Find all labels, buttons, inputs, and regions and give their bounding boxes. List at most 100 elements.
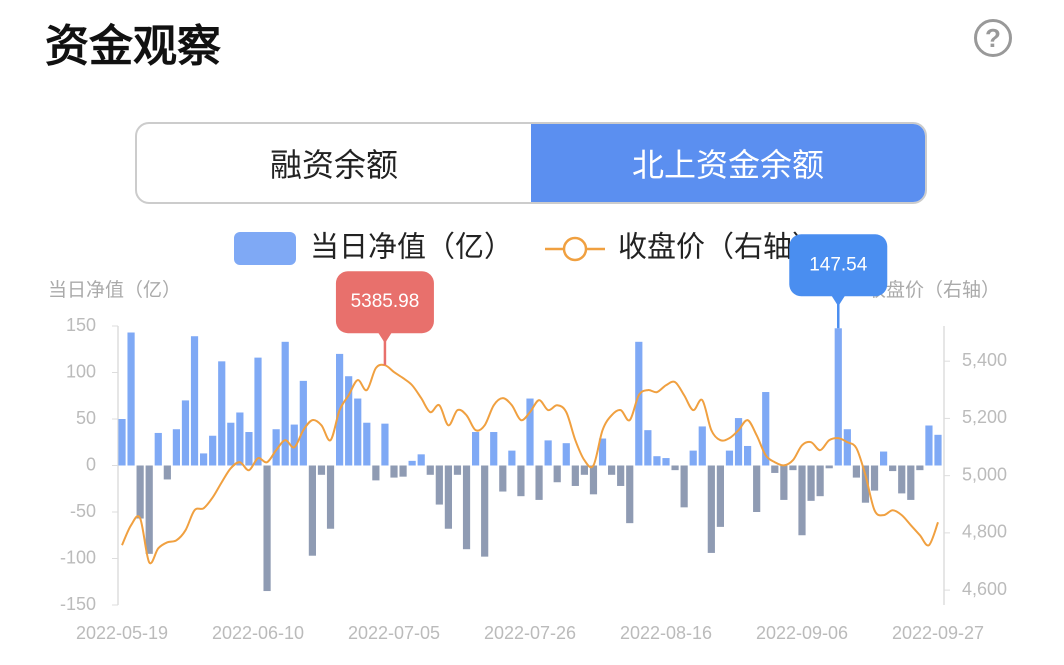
bar bbox=[834, 328, 842, 466]
y-tick-label: -50 bbox=[70, 501, 96, 521]
bar bbox=[163, 465, 171, 480]
x-tick-label: 2022-07-05 bbox=[348, 623, 440, 643]
bar bbox=[236, 412, 244, 466]
bar bbox=[617, 465, 625, 486]
bar bbox=[345, 376, 353, 466]
help-button[interactable]: ? bbox=[974, 19, 1012, 57]
bar bbox=[399, 465, 407, 477]
bar bbox=[825, 465, 833, 469]
bar bbox=[462, 465, 471, 550]
tooltip-label: 5385.98 bbox=[351, 291, 420, 312]
bar bbox=[852, 465, 860, 478]
bar bbox=[209, 435, 217, 466]
bar bbox=[136, 465, 144, 519]
tooltip-arrow bbox=[377, 332, 392, 344]
y-tick-label: -150 bbox=[60, 594, 96, 614]
tab[interactable]: 融资余额 bbox=[269, 147, 398, 183]
bar bbox=[326, 465, 335, 529]
bar bbox=[490, 432, 498, 466]
bar bbox=[426, 465, 434, 475]
bar bbox=[698, 426, 706, 466]
bar bbox=[272, 429, 280, 466]
bar bbox=[481, 465, 489, 557]
bar bbox=[390, 465, 398, 478]
bar bbox=[417, 454, 425, 466]
bar bbox=[807, 465, 815, 501]
bar bbox=[580, 465, 588, 475]
bar bbox=[644, 430, 652, 466]
bar bbox=[843, 429, 851, 466]
bar bbox=[589, 465, 598, 495]
bar bbox=[154, 432, 162, 466]
bar bbox=[562, 443, 570, 466]
legend-swatch bbox=[234, 232, 296, 265]
bar bbox=[453, 465, 462, 475]
bar bbox=[190, 336, 199, 466]
bar bbox=[598, 438, 607, 466]
bar bbox=[744, 445, 752, 466]
tooltip: 147.54 bbox=[789, 234, 888, 329]
y-tick-label: 100 bbox=[66, 361, 96, 381]
tooltip: 5385.98 bbox=[335, 271, 434, 366]
bar bbox=[608, 465, 616, 475]
bar bbox=[816, 465, 824, 497]
bar bbox=[254, 357, 262, 466]
y2-tick-label: 5,200 bbox=[962, 407, 1007, 427]
bar bbox=[381, 423, 389, 466]
y2-axis-title: 收盘价（右轴） bbox=[867, 279, 1000, 301]
bar bbox=[880, 451, 888, 466]
bar bbox=[517, 465, 525, 497]
bar bbox=[571, 465, 579, 486]
bar bbox=[780, 465, 788, 500]
bar bbox=[499, 465, 507, 492]
bar bbox=[553, 465, 561, 483]
tooltip-label: 147.54 bbox=[809, 254, 868, 275]
bar bbox=[861, 465, 870, 503]
tab-bar: 融资余额 北上资金余额 bbox=[135, 122, 927, 204]
bar bbox=[635, 341, 643, 466]
bar bbox=[317, 465, 326, 475]
bar bbox=[299, 380, 307, 466]
x-tick-label: 2022-07-26 bbox=[484, 623, 576, 643]
bar bbox=[218, 361, 226, 466]
bar bbox=[435, 465, 443, 505]
bar bbox=[889, 465, 897, 472]
bar bbox=[127, 332, 135, 466]
bar bbox=[671, 465, 679, 471]
bar bbox=[472, 432, 480, 466]
legend-label: 收盘价（右轴） bbox=[618, 231, 821, 264]
bar bbox=[227, 422, 235, 466]
bar bbox=[707, 465, 715, 553]
bar bbox=[662, 458, 670, 466]
bar bbox=[118, 419, 126, 466]
y-tick-label: -100 bbox=[60, 547, 96, 567]
bar bbox=[925, 425, 933, 466]
x-tick-label: 2022-06-10 bbox=[212, 623, 304, 643]
bar bbox=[290, 424, 298, 466]
bar bbox=[762, 392, 770, 466]
y-axis-title: 当日净值（亿） bbox=[48, 279, 181, 301]
tooltip-box bbox=[335, 271, 434, 334]
bar bbox=[172, 429, 180, 466]
price-line bbox=[121, 363, 939, 565]
y2-tick-label: 5,000 bbox=[962, 464, 1007, 484]
bar bbox=[354, 398, 362, 466]
tab[interactable]: 北上资金余额 bbox=[531, 124, 925, 202]
bar bbox=[725, 450, 734, 466]
y-tick-label: 150 bbox=[66, 315, 96, 335]
bar bbox=[870, 465, 879, 491]
tooltip-arrow bbox=[831, 295, 846, 307]
bar bbox=[771, 465, 779, 473]
bar bbox=[753, 465, 761, 512]
bar bbox=[680, 465, 688, 508]
bar bbox=[798, 465, 806, 536]
legend-label: 当日净值（亿） bbox=[310, 231, 513, 264]
bar bbox=[444, 465, 452, 529]
bar bbox=[653, 456, 661, 466]
x-tick-label: 2022-09-06 bbox=[756, 623, 848, 643]
y2-tick-label: 4,600 bbox=[962, 579, 1007, 599]
bar bbox=[907, 465, 915, 500]
bar bbox=[535, 465, 543, 500]
bar bbox=[626, 465, 634, 524]
